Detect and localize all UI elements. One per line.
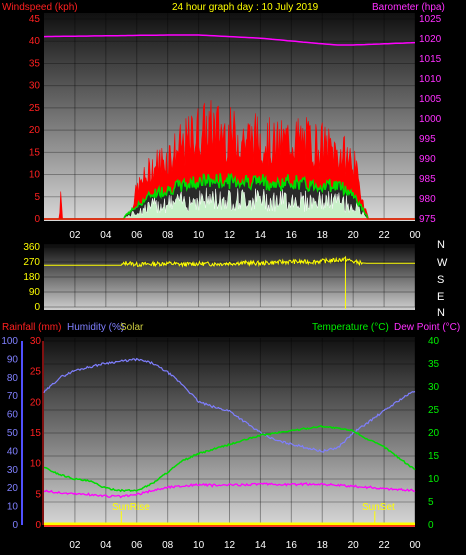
temperature-tick-label: 15 (428, 451, 440, 462)
wind-tick-label: 45 (29, 14, 41, 25)
x-tick-label: 02 (69, 230, 81, 241)
temperature-tick-label: 35 (428, 359, 440, 370)
x-tick-label: 06 (131, 540, 143, 551)
x-tick-label: 12 (224, 230, 236, 241)
temperature-tick-label: 20 (428, 428, 440, 439)
x-tick-label: 22 (379, 540, 391, 551)
rainfall-tick-label: 10 (30, 459, 42, 470)
x-tick-label: 14 (255, 540, 267, 551)
wind-tick-label: 20 (29, 125, 41, 136)
chart-title: 24 hour graph day : 10 July 2019 (172, 2, 319, 13)
x-tick-label: 18 (317, 230, 329, 241)
wind-tick-label: 0 (34, 214, 40, 225)
x-tick-label: 12 (224, 540, 236, 551)
humidity-tick-label: 80 (7, 373, 19, 384)
x-tick-label: 06 (131, 230, 143, 241)
wind-tick-label: 15 (29, 147, 41, 158)
sunset-label: SunSet (362, 502, 395, 513)
wind-tick-label: 5 (34, 192, 40, 203)
sunrise-label: SunRise (112, 502, 150, 513)
rainfall-tick-label: 30 (30, 336, 42, 347)
barometer-series (43, 34, 416, 46)
humidity-axis-label: Humidity (%) (67, 322, 124, 333)
wind-tick-label: 40 (29, 36, 41, 47)
x-tick-label: 08 (162, 230, 174, 241)
temperature-tick-label: 30 (428, 382, 440, 393)
humidity-tick-label: 100 (1, 336, 18, 347)
barometer-tick-label: 975 (419, 214, 436, 225)
barometer-tick-label: 990 (419, 154, 436, 165)
temperature-tick-label: 5 (428, 497, 434, 508)
humidity-tick-label: 20 (7, 483, 19, 494)
x-tick-label: 18 (317, 540, 329, 551)
compass-n-bottom: N (437, 307, 445, 319)
humidity-tick-label: 40 (7, 446, 19, 457)
windspeed-axis-label: Windspeed (kph) (2, 2, 78, 13)
x-tick-label: 00 (409, 540, 421, 551)
direction-tick-label: 0 (34, 302, 40, 313)
wind-tick-label: 25 (29, 103, 41, 114)
humidity-tick-label: 50 (7, 428, 19, 439)
humidity-tick-label: 60 (7, 410, 19, 421)
direction-tick-label: 270 (23, 257, 40, 268)
x-tick-label: 00 (409, 230, 421, 241)
solar-axis-label: Solar (120, 322, 144, 333)
humidity-series (43, 357, 416, 453)
direction-tick-label: 360 (23, 242, 40, 253)
compass-n-top: N (437, 239, 445, 251)
humidity-tick-label: 30 (7, 465, 19, 476)
humidity-tick-label: 0 (12, 520, 18, 531)
wind-tick-label: 10 (29, 170, 41, 181)
wind-direction-series (44, 255, 415, 268)
temperature-tick-label: 0 (428, 520, 434, 531)
direction-panel-background (44, 244, 415, 310)
compass-e: E (437, 291, 444, 303)
rainfall-axis-label: Rainfall (mm) (2, 322, 61, 333)
barometer-tick-label: 1020 (419, 34, 442, 45)
rainfall-tick-label: 25 (30, 367, 42, 378)
temperature-tick-label: 10 (428, 474, 440, 485)
rainfall-tick-label: 0 (35, 520, 41, 531)
wind-tick-label: 30 (29, 81, 41, 92)
compass-s: S (437, 274, 444, 286)
x-tick-label: 16 (286, 230, 298, 241)
x-tick-label: 22 (379, 230, 391, 241)
temperature-tick-label: 25 (428, 405, 440, 416)
rainfall-tick-label: 5 (35, 489, 41, 500)
x-tick-label: 20 (348, 230, 360, 241)
rainfall-tick-label: 20 (30, 397, 42, 408)
temperature-axis-label: Temperature (°C) (312, 322, 389, 333)
barometer-tick-label: 995 (419, 134, 436, 145)
x-tick-label: 04 (100, 230, 112, 241)
direction-tick-label: 90 (29, 287, 41, 298)
x-tick-label: 14 (255, 230, 267, 241)
x-tick-label: 10 (193, 230, 205, 241)
barometer-axis-label: Barometer (hpa) (372, 2, 445, 13)
x-tick-label: 02 (69, 540, 81, 551)
x-tick-label: 16 (286, 540, 298, 551)
barometer-tick-label: 1005 (419, 94, 442, 105)
barometer-tick-label: 985 (419, 174, 436, 185)
barometer-tick-label: 1025 (419, 14, 442, 25)
rainfall-tick-label: 15 (30, 428, 42, 439)
temperature-tick-label: 40 (428, 336, 440, 347)
barometer-tick-label: 1015 (419, 54, 442, 65)
temperature-series (43, 424, 416, 493)
barometer-tick-label: 1000 (419, 114, 442, 125)
barometer-tick-label: 980 (419, 194, 436, 205)
compass-w: W (437, 257, 448, 269)
wind-tick-label: 35 (29, 58, 41, 69)
humidity-tick-label: 10 (7, 502, 19, 513)
humidity-tick-label: 90 (7, 354, 19, 365)
humidity-tick-label: 70 (7, 391, 19, 402)
x-tick-label: 04 (100, 540, 112, 551)
x-tick-label: 10 (193, 540, 205, 551)
dewpoint-axis-label: Dew Point (°C) (394, 322, 460, 333)
direction-tick-label: 180 (23, 272, 40, 283)
x-tick-label: 20 (348, 540, 360, 551)
x-tick-label: 08 (162, 540, 174, 551)
barometer-tick-label: 1010 (419, 74, 442, 85)
dewpoint-series (43, 482, 416, 499)
